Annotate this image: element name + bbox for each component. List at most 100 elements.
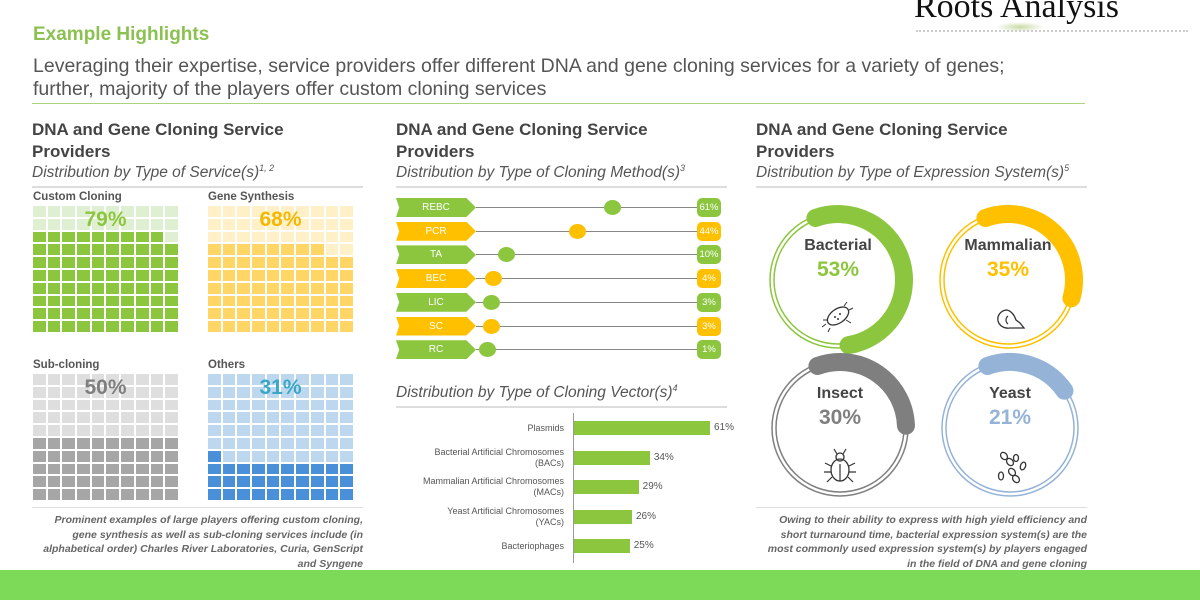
waffle-cell xyxy=(33,270,46,281)
waffle-cell xyxy=(150,308,164,320)
divider xyxy=(32,103,1085,104)
waffle-cell xyxy=(296,463,309,475)
bar-label: Plasmids xyxy=(394,423,564,434)
waffle-cell xyxy=(77,270,90,281)
waffle-cell xyxy=(340,425,353,436)
waffle-cell xyxy=(237,412,251,424)
waffle-cell xyxy=(106,412,120,424)
waffle-cell xyxy=(91,489,105,500)
ring-value-arc xyxy=(808,353,915,435)
waffle-cell xyxy=(340,386,353,398)
expression-panel-title: DNA and Gene Cloning Service Providers xyxy=(756,120,1008,161)
waffle-cell xyxy=(266,321,280,332)
waffle-cell xyxy=(33,218,46,230)
waffle-cell xyxy=(222,270,236,281)
bar-value: 34% xyxy=(653,451,674,463)
waffle-cell xyxy=(252,295,265,307)
waffle-cell xyxy=(237,438,251,449)
waffle-cell xyxy=(121,489,134,500)
waffle-cell xyxy=(150,386,164,398)
waffle-cell xyxy=(281,425,295,436)
waffle-cell xyxy=(150,476,164,488)
lollipop-line xyxy=(476,278,698,280)
waffle-cell xyxy=(91,295,105,307)
waffle-cell xyxy=(62,425,76,436)
waffle-cell xyxy=(62,412,76,424)
waffle-cell xyxy=(33,438,46,449)
waffle-cell xyxy=(165,374,178,385)
waffle-cell xyxy=(47,489,61,500)
lollipop-line xyxy=(476,301,698,303)
waffle-cell xyxy=(106,476,120,488)
bar-value: 26% xyxy=(635,510,656,522)
waffle-cell xyxy=(106,450,120,462)
method-tag: BEC xyxy=(396,269,476,289)
waffle-cell xyxy=(106,374,120,385)
method-tag: SC xyxy=(396,316,476,336)
waffle-cell xyxy=(325,489,339,500)
waffle-cell xyxy=(325,399,339,411)
waffle-cell xyxy=(281,218,295,230)
waffle-cell xyxy=(165,399,178,411)
ring-label: Yeast xyxy=(989,385,1031,402)
waffle-cell xyxy=(121,206,134,217)
waffle-cell xyxy=(237,489,251,500)
waffle-cell xyxy=(165,425,178,436)
waffle-cell xyxy=(77,374,90,385)
waffle-cell xyxy=(33,231,46,243)
waffle-cell xyxy=(310,450,324,462)
waffle-cell xyxy=(237,308,251,320)
waffle-cell xyxy=(91,374,105,385)
waffle-cell xyxy=(62,244,76,256)
waffle-cell xyxy=(252,438,265,449)
page-title: Example Highlights xyxy=(33,24,210,45)
waffle-cell xyxy=(106,231,120,243)
waffle-cell xyxy=(62,489,76,500)
waffle-cell xyxy=(77,476,90,488)
waffle-cell xyxy=(150,218,164,230)
waffle-cell xyxy=(165,476,178,488)
waffle-cell xyxy=(296,476,309,488)
waffle-cell xyxy=(77,308,90,320)
waffle-cell xyxy=(340,412,353,424)
waffle-cell xyxy=(340,489,353,500)
waffle-cell xyxy=(77,282,90,294)
waffle-cell xyxy=(77,231,90,243)
waffle-cell xyxy=(222,412,236,424)
waffle-cell xyxy=(281,463,295,475)
waffle-cell xyxy=(340,244,353,256)
waffle-cell xyxy=(91,412,105,424)
waffle-cell xyxy=(106,399,120,411)
waffle-cell xyxy=(77,257,90,268)
waffle-cell xyxy=(237,374,251,385)
waffle-cell xyxy=(33,489,46,500)
waffle-cell xyxy=(47,206,61,217)
waffle-cell xyxy=(135,489,149,500)
waffle-cell xyxy=(91,399,105,411)
waffle-cell xyxy=(135,257,149,268)
waffle-cell xyxy=(325,438,339,449)
waffle-cell xyxy=(310,374,324,385)
waffle-cell xyxy=(310,425,324,436)
waffle-cell xyxy=(325,321,339,332)
waffle-cell xyxy=(222,463,236,475)
waffle-cell xyxy=(340,374,353,385)
bar-label-line: Plasmids xyxy=(527,422,564,433)
waffle-cell xyxy=(135,244,149,256)
waffle-cell xyxy=(77,295,90,307)
ring-value-arc xyxy=(978,353,1074,400)
waffle-cell xyxy=(252,412,265,424)
waffle-cell xyxy=(33,386,46,398)
waffle-cell xyxy=(208,425,221,436)
waffle-cell xyxy=(281,450,295,462)
waffle-cell xyxy=(62,450,76,462)
waffle-cell xyxy=(33,308,46,320)
waffle-cell xyxy=(310,218,324,230)
waffle-cell xyxy=(121,374,134,385)
waffle-cell xyxy=(237,476,251,488)
waffle-cell xyxy=(222,308,236,320)
waffle-label: Sub-cloning xyxy=(33,359,100,371)
expression-note: Owing to their ability to express with h… xyxy=(767,514,1087,570)
waffle-cell xyxy=(150,438,164,449)
waffle-cell xyxy=(222,450,236,462)
